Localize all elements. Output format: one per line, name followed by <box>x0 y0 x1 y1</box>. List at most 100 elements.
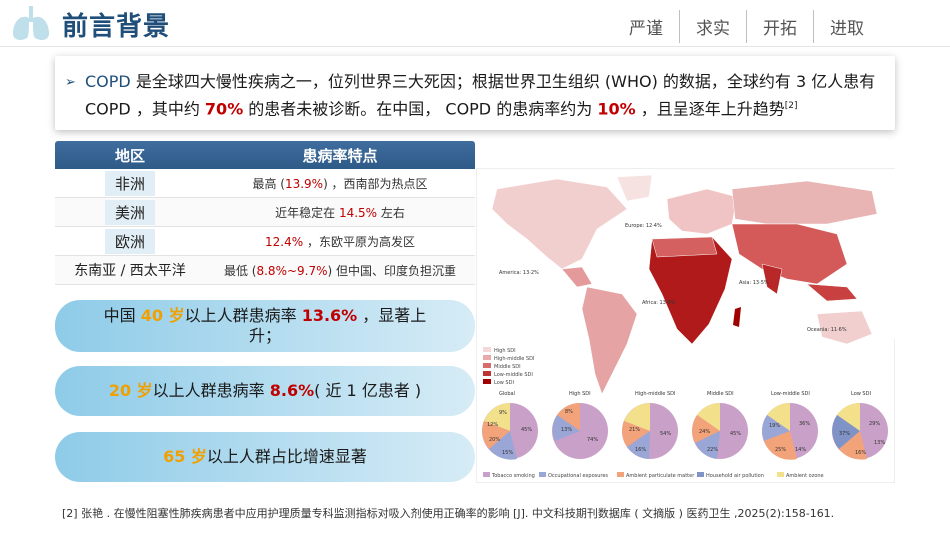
prevalence-table: 地区 患病率特点 非洲 最高 (13.9%) ，西南部为热点区 美洲 近年稳定在… <box>55 141 475 285</box>
copd-world-map-figure: Europe: 12·4% America: 13·2% Asia: 13·5%… <box>476 168 896 483</box>
svg-text:Household air pollution: Household air pollution <box>706 473 764 479</box>
svg-text:21%: 21% <box>629 427 640 433</box>
pie-high-middle-sdi: 54% 21% 16% <box>622 403 678 459</box>
svg-text:16%: 16% <box>635 447 646 453</box>
svg-text:15%: 15% <box>502 450 513 456</box>
map-legend: High SDI High-middle SDI Middle SDI Low-… <box>483 347 534 386</box>
svg-text:22%: 22% <box>707 447 718 453</box>
svg-text:37%: 37% <box>839 431 850 437</box>
map-oceania <box>816 310 873 345</box>
svg-text:High-middle SDI: High-middle SDI <box>494 356 534 362</box>
map-label-america: America: 13·2% <box>499 270 539 276</box>
pie-middle-sdi: 45% 24% 22% <box>692 403 748 459</box>
map-north-asia <box>731 180 878 225</box>
svg-text:8%: 8% <box>565 409 573 415</box>
header-divider <box>0 46 950 47</box>
column-header-feature: 患病率特点 <box>302 146 378 165</box>
reference-footnote: [2] 张艳 . 在慢性阻塞性肺疾病患者中应用护理质量专科监测指标对吸入剂使用正… <box>62 507 835 520</box>
feature-america: 近年稳定在 14.5% 左右 <box>275 205 405 220</box>
nav-item-truth[interactable]: 求实 <box>679 10 746 43</box>
intro-text-2: 的患者未被诊断。在中国， COPD 的患病率约为 <box>243 99 598 119</box>
header-nav: 严谨 求实 开拓 进取 <box>613 10 880 43</box>
pie-title-global: Global <box>499 391 515 397</box>
stat-bubble-age-65: 65 岁以上人群占比增速显著 <box>55 432 475 482</box>
svg-text:16%: 16% <box>855 450 866 456</box>
world-map-svg: Europe: 12·4% America: 13·2% Asia: 13·5%… <box>477 169 896 479</box>
feature-africa: 最高 (13.9%) ，西南部为热点区 <box>252 176 428 191</box>
svg-text:Ambient ozone: Ambient ozone <box>786 473 824 479</box>
region-europe: 欧洲 <box>104 228 155 254</box>
intro-china-rate: 10% <box>597 99 636 119</box>
svg-text:36%: 36% <box>799 421 810 427</box>
region-america: 美洲 <box>104 199 155 225</box>
pie-title-middle: Middle SDI <box>707 391 734 397</box>
lungs-icon <box>12 6 50 40</box>
table-header: 地区 患病率特点 <box>55 141 475 169</box>
svg-text:45%: 45% <box>521 427 532 433</box>
stat-bubble-china-40: 中国 40 岁以上人群患病率 13.6% ，显著上升； <box>55 300 475 352</box>
pie-title-low: Low SDI <box>851 391 871 397</box>
pie-low-middle-sdi: 36% 19% 25% 14% <box>762 403 818 460</box>
svg-text:High SDI: High SDI <box>494 348 516 354</box>
map-label-europe: Europe: 12·4% <box>625 223 662 229</box>
feature-sea-wpacific: 最低 (8.8%~9.7%) 但中国、印度负担沉重 <box>223 263 457 278</box>
svg-text:13%: 13% <box>561 427 572 433</box>
nav-item-rigor[interactable]: 严谨 <box>629 19 663 39</box>
pie-low-sdi: 29% 37% 16% 13% <box>832 403 888 460</box>
svg-text:9%: 9% <box>499 410 507 416</box>
map-europe <box>666 188 738 235</box>
svg-text:13%: 13% <box>874 440 885 446</box>
nav-item-progress[interactable]: 进取 <box>813 10 880 43</box>
header: 前言背景 严谨 求实 开拓 进取 <box>0 0 950 50</box>
column-header-region: 地区 <box>114 146 145 165</box>
map-se-asia-islands <box>806 283 858 302</box>
svg-text:19%: 19% <box>769 423 780 429</box>
intro-undiagnosed-rate: 70% <box>204 99 244 119</box>
pie-legend: Tobacco smoking Occupational exposures A… <box>483 472 824 479</box>
svg-text:24%: 24% <box>699 429 710 435</box>
svg-text:29%: 29% <box>869 421 880 427</box>
pie-high-sdi: 74% 13% 8% <box>552 403 608 459</box>
map-africa <box>648 236 733 345</box>
svg-text:Ambient particulate matter: Ambient particulate matter <box>626 473 695 479</box>
svg-text:54%: 54% <box>660 431 671 437</box>
intro-copd: COPD <box>85 72 131 91</box>
pie-title-low-middle: Low-middle SDI <box>771 391 810 397</box>
svg-text:Low SDI: Low SDI <box>494 380 514 386</box>
region-sea-wpacific: 东南亚 / 西太平洋 <box>74 263 186 279</box>
intro-text-3: ，且呈逐年上升趋势 <box>635 99 785 119</box>
table-row: 欧洲 12.4% ，东欧平原为高发区 <box>55 227 475 256</box>
map-north-america <box>491 178 628 270</box>
svg-text:25%: 25% <box>775 447 786 453</box>
svg-text:12%: 12% <box>487 422 498 428</box>
table-row: 非洲 最高 (13.9%) ，西南部为热点区 <box>55 169 475 198</box>
svg-text:14%: 14% <box>795 447 806 453</box>
map-label-oceania: Oceania: 11·6% <box>807 327 847 333</box>
intro-card: ➢ COPD 是全球四大慢性疾病之一，位列世界三大死因；根据世界卫生组织 (WH… <box>55 56 895 130</box>
reference-mark: [2] <box>784 101 798 111</box>
arrow-bullet-icon: ➢ <box>65 75 76 90</box>
feature-europe: 12.4% ，东欧平原为高发区 <box>265 234 415 249</box>
page-title: 前言背景 <box>62 12 171 42</box>
map-label-asia: Asia: 13·5% <box>739 280 769 286</box>
svg-text:Tobacco smoking: Tobacco smoking <box>491 473 535 479</box>
map-north-africa <box>651 236 718 258</box>
map-central-america <box>561 266 593 288</box>
table-row: 东南亚 / 西太平洋 最低 (8.8%~9.7%) 但中国、印度负担沉重 <box>55 256 475 285</box>
map-south-asia <box>761 263 783 295</box>
stat-bubble-age-20: 20 岁以上人群患病率 8.6%( 近 1 亿患者 ) <box>55 366 475 416</box>
table-row: 美洲 近年稳定在 14.5% 左右 <box>55 198 475 227</box>
intro-text-1: 是全球四大慢性疾病之一，位列世界三大死因；根据世界卫生组织 (WHO) 的数据，… <box>85 72 876 119</box>
pie-title-high-middle: High-middle SDI <box>635 391 675 397</box>
map-asia <box>731 223 848 285</box>
map-greenland <box>616 174 653 202</box>
map-south-america <box>581 286 638 395</box>
region-africa: 非洲 <box>104 170 155 196</box>
svg-text:74%: 74% <box>587 437 598 443</box>
svg-text:45%: 45% <box>730 431 741 437</box>
pie-title-high: High SDI <box>569 391 591 397</box>
nav-item-pioneer[interactable]: 开拓 <box>746 10 813 43</box>
map-label-africa: Africa: 13·9% <box>642 300 676 306</box>
svg-text:Middle SDI: Middle SDI <box>494 364 521 370</box>
svg-text:Occupational exposures: Occupational exposures <box>548 473 608 479</box>
